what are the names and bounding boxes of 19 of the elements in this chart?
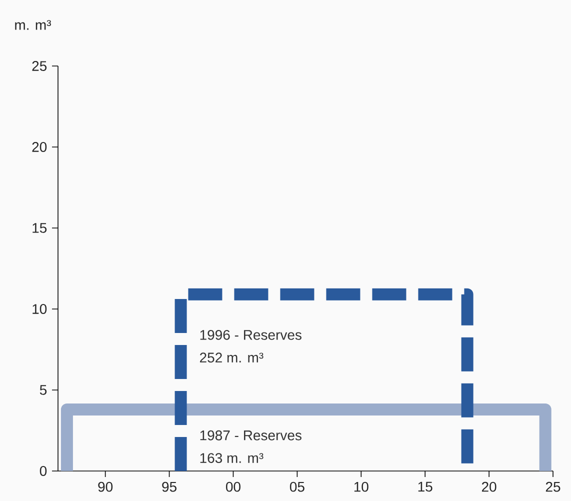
x-tick-label: 10	[354, 482, 368, 492]
x-tick-label: 00	[226, 482, 240, 492]
x-tick-label: 90	[98, 482, 113, 492]
annotation: 163 m. m³	[200, 453, 264, 463]
x-tick-label: 25	[546, 482, 560, 492]
y-tick-label: 20	[32, 142, 47, 152]
annotation: 1996 - Reserves	[200, 330, 302, 340]
y-tick-label: 10	[32, 304, 47, 314]
x-tick-label: 05	[290, 482, 304, 492]
y-tick-label: 0	[40, 466, 47, 476]
annotation: 252 m. m³	[200, 352, 264, 363]
annotation: 1987 - Reserves	[200, 430, 302, 440]
x-tick-label: 95	[162, 482, 176, 492]
x-tick-label: 15	[418, 482, 432, 492]
y-tick-label: 15	[32, 223, 47, 233]
y-axis-title: m. m³	[15, 20, 51, 30]
x-tick-label: 20	[482, 482, 496, 492]
y-tick-label: 5	[40, 385, 47, 395]
y-tick-label: 25	[32, 61, 47, 71]
